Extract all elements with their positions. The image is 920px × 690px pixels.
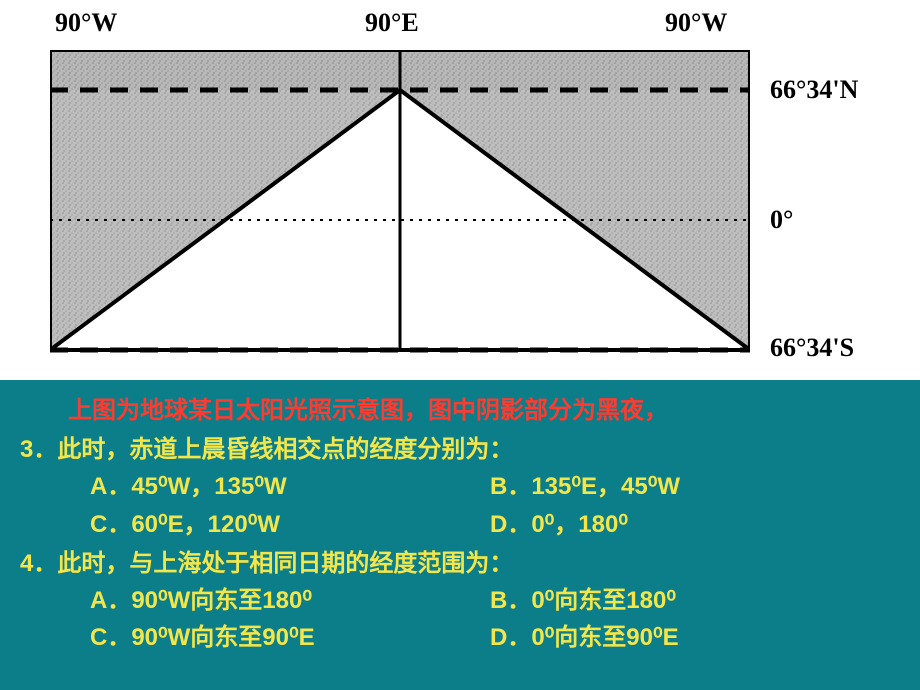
lon-label-right: 90°W bbox=[665, 8, 727, 38]
intro-text: 上图为地球某日太阳光照示意图，图中阴影部分为黑夜， bbox=[20, 392, 900, 429]
q3-num: 3． bbox=[20, 436, 57, 463]
q4-num: 4． bbox=[20, 550, 57, 577]
q3-row2: C．60⁰E，120⁰W D．0⁰，180⁰ bbox=[20, 506, 900, 543]
diagram-area: 90°W 90°E 90°W 66°34'N 0° 66°34'S bbox=[0, 0, 920, 380]
q4-optA: A．90⁰W向东至180⁰ bbox=[90, 582, 490, 619]
q3-optC: C．60⁰E，120⁰W bbox=[90, 506, 490, 543]
lat-label-equator: 0° bbox=[770, 205, 793, 235]
lat-label-arctic: 66°34'N bbox=[770, 75, 858, 105]
q4-optB: B．0⁰向东至180⁰ bbox=[490, 582, 890, 619]
lon-label-center: 90°E bbox=[365, 8, 419, 38]
question-area: 上图为地球某日太阳光照示意图，图中阴影部分为黑夜， 3．此时，赤道上晨昏线相交点… bbox=[0, 380, 920, 690]
q3-optB: B．135⁰E，45⁰W bbox=[490, 468, 890, 505]
q4-text: 此时，与上海处于相同日期的经度范围为： bbox=[57, 550, 513, 577]
q4-optC: C．90⁰W向东至90⁰E bbox=[90, 619, 490, 656]
q4-stem: 4．此时，与上海处于相同日期的经度范围为： bbox=[20, 545, 900, 582]
q3-optD: D．0⁰，180⁰ bbox=[490, 506, 890, 543]
lon-label-left: 90°W bbox=[55, 8, 117, 38]
q3-optA: A．45⁰W，135⁰W bbox=[90, 468, 490, 505]
q4-row1: A．90⁰W向东至180⁰ B．0⁰向东至180⁰ bbox=[20, 582, 900, 619]
illumination-diagram bbox=[50, 50, 750, 360]
lat-label-antarctic: 66°34'S bbox=[770, 333, 854, 363]
q3-text: 此时，赤道上晨昏线相交点的经度分别为： bbox=[57, 436, 513, 463]
q3-stem: 3．此时，赤道上晨昏线相交点的经度分别为： bbox=[20, 431, 900, 468]
q3-row1: A．45⁰W，135⁰W B．135⁰E，45⁰W bbox=[20, 468, 900, 505]
q4-row2: C．90⁰W向东至90⁰E D．0⁰向东至90⁰E bbox=[20, 619, 900, 656]
q4-optD: D．0⁰向东至90⁰E bbox=[490, 619, 890, 656]
